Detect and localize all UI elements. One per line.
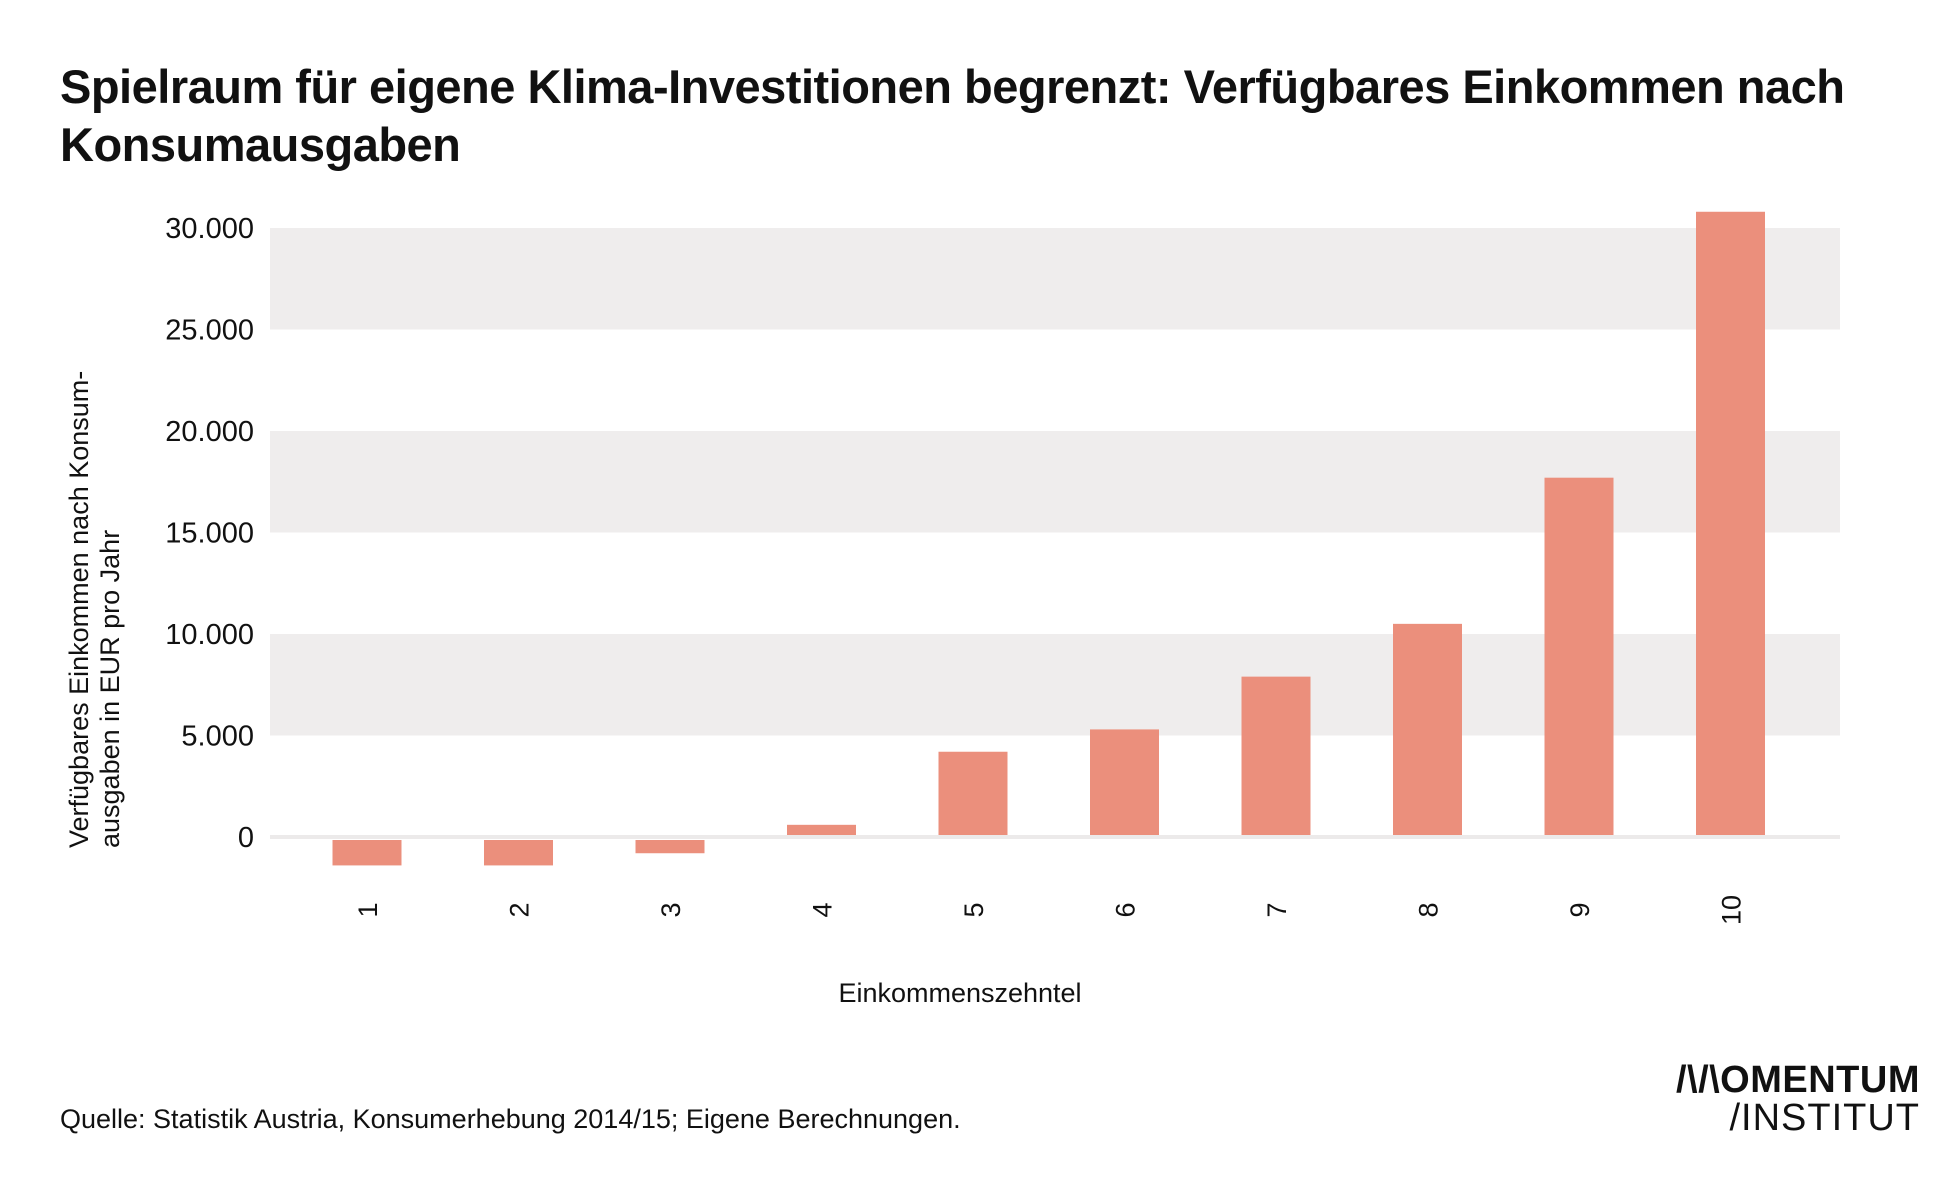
y-axis-title: Verfügbares Einkommen nach Konsum-ausgab… bbox=[64, 370, 125, 848]
logo-line-1: /\/\OMENTUM bbox=[1675, 1059, 1920, 1101]
y-tick-label: 10.000 bbox=[165, 619, 254, 651]
x-tick-label: 8 bbox=[1414, 902, 1444, 917]
x-tick-label: 3 bbox=[656, 902, 686, 917]
y-tick-label: 0 bbox=[238, 822, 254, 854]
source-note: Quelle: Statistik Austria, Konsumerhebun… bbox=[60, 1104, 961, 1134]
y-tick-label: 30.000 bbox=[165, 213, 254, 245]
x-tick-label: 4 bbox=[808, 902, 838, 917]
bar-decile-9 bbox=[1544, 477, 1614, 835]
x-tick-label: 1 bbox=[353, 902, 383, 917]
x-tick-label: 6 bbox=[1111, 902, 1141, 917]
x-tick-label: 9 bbox=[1565, 902, 1595, 917]
x-axis-ticks: 1 2 3 4 5 6 7 8 9 10 bbox=[353, 895, 1747, 925]
bar-decile-1 bbox=[332, 840, 402, 866]
bar-decile-8 bbox=[1393, 623, 1462, 835]
bar-decile-5 bbox=[938, 751, 1008, 835]
chart-title: Spielraum für eigene Klima-Investitionen… bbox=[60, 60, 1845, 171]
logo-line-2: /INSTITUT bbox=[1729, 1097, 1920, 1139]
bar-decile-10 bbox=[1696, 211, 1765, 835]
zero-line bbox=[270, 835, 1840, 839]
x-tick-label: 7 bbox=[1262, 902, 1292, 917]
bar-decile-4 bbox=[787, 824, 856, 835]
bar-decile-7 bbox=[1241, 676, 1311, 835]
y-tick-label: 5.000 bbox=[181, 721, 254, 753]
y-tick-label: 20.000 bbox=[165, 416, 254, 448]
y-tick-label: 15.000 bbox=[165, 518, 254, 550]
y-axis-ticks: 0 5.000 10.000 15.000 20.000 25.000 30.000 bbox=[165, 213, 254, 854]
x-tick-label: 5 bbox=[959, 902, 989, 917]
bar-decile-2 bbox=[484, 840, 553, 866]
grid-band bbox=[270, 228, 1840, 330]
x-axis-title: Einkommenszehntel bbox=[838, 978, 1082, 1008]
zero-baseline bbox=[270, 835, 1840, 839]
bars bbox=[332, 211, 1765, 866]
x-tick-label: 2 bbox=[505, 902, 535, 917]
x-tick-label: 10 bbox=[1717, 895, 1747, 925]
momentum-institut-logo: /\/\OMENTUM /INSTITUT bbox=[1660, 1061, 1920, 1137]
y-tick-label: 25.000 bbox=[165, 315, 254, 347]
bar-decile-3 bbox=[635, 840, 705, 854]
bar-decile-6 bbox=[1090, 729, 1159, 835]
